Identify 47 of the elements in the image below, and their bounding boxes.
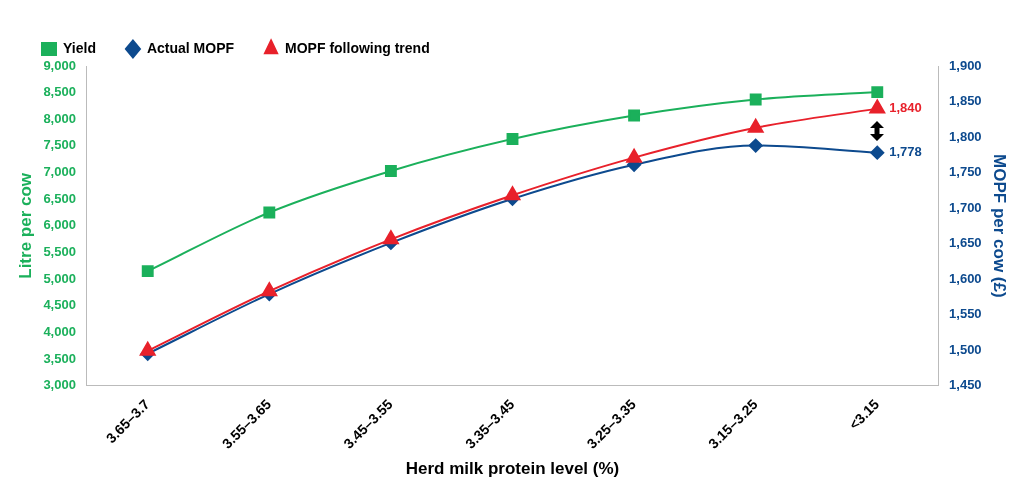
point: [628, 109, 641, 122]
y-tick-label: 8,000: [43, 110, 76, 126]
legend-label: MOPF following trend: [285, 39, 430, 56]
point: [261, 282, 278, 297]
y2-axis-title: MOPF per cow (£): [990, 154, 1010, 298]
point: [870, 145, 885, 160]
y2-tick-label: 1,600: [949, 270, 982, 286]
point: [263, 206, 276, 219]
y-tick-label: 8,500: [43, 84, 76, 100]
y2-tick-label: 1,500: [949, 341, 982, 357]
y-tick-label: 5,500: [43, 244, 76, 260]
data-label: 1,778: [889, 144, 922, 160]
point: [506, 133, 519, 145]
y2-tick-label: 1,850: [949, 93, 982, 109]
legend-label: Yield: [63, 39, 96, 56]
point: [749, 93, 762, 106]
x-axis-title: Herd milk protein level (%): [405, 459, 620, 479]
point: [141, 265, 154, 278]
y2-tick-label: 1,450: [949, 377, 982, 393]
point: [869, 99, 886, 114]
data-label: 1,840: [889, 100, 922, 116]
y2-tick-label: 1,900: [949, 57, 982, 73]
point: [626, 148, 643, 163]
point: [748, 138, 763, 153]
y-tick-label: 4,000: [43, 323, 76, 339]
point: [504, 186, 521, 201]
y-tick-label: 7,500: [43, 137, 76, 153]
y2-tick-label: 1,750: [949, 164, 982, 180]
point: [871, 86, 884, 99]
y-tick-label: 7,000: [43, 164, 76, 180]
point: [747, 118, 764, 133]
y-tick-label: 6,000: [43, 217, 76, 233]
y-tick-label: 5,000: [43, 270, 76, 286]
y-tick-label: 9,000: [43, 57, 76, 73]
y2-tick-label: 1,700: [949, 199, 982, 215]
y2-tick-label: 1,550: [949, 306, 982, 322]
legend-label: Actual MOPF: [146, 39, 235, 56]
y-tick-label: 3,500: [43, 350, 76, 366]
y-tick-label: 3,000: [43, 377, 76, 393]
y-tick-label: 6,500: [43, 190, 76, 206]
point: [139, 341, 156, 356]
point: [382, 230, 399, 245]
y-tick-label: 4,500: [43, 297, 76, 313]
y2-tick-label: 1,800: [949, 128, 982, 144]
point: [384, 165, 397, 177]
y2-tick-label: 1,650: [949, 235, 982, 251]
y-axis-title: Litre per cow: [15, 172, 35, 279]
